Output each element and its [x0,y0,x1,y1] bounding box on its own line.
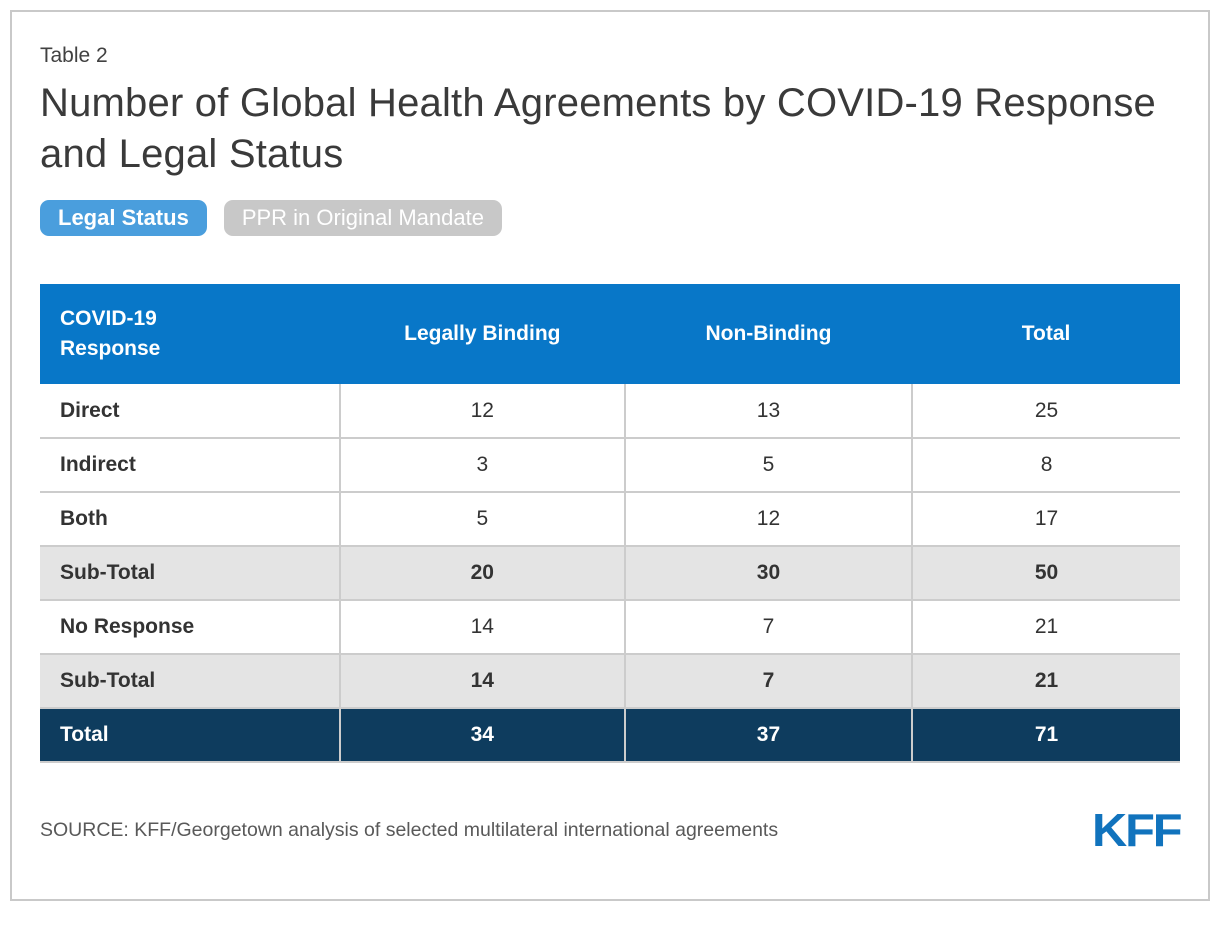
cell-value: 12 [338,384,625,439]
cell-value: 14 [338,599,625,655]
cell-value: 5 [623,437,913,493]
table-row: No Response 14 7 21 [40,599,1180,655]
cell-value: 17 [911,491,1180,547]
cell-value: 21 [911,653,1180,709]
cell-value: 30 [623,545,913,601]
tab-bar: Legal Status PPR in Original Mandate [40,200,1180,237]
row-label: Total [40,707,340,764]
tab-legal-status[interactable]: Legal Status [40,200,207,237]
row-label: Both [40,491,340,547]
cell-value: 34 [338,707,625,764]
cell-value: 14 [338,653,625,709]
row-label: No Response [40,599,340,655]
cell-value: 5 [338,491,625,547]
row-label: Sub-Total [40,653,340,709]
cell-value: 20 [338,545,625,601]
table-row: Direct 12 13 25 [40,384,1180,439]
cell-value: 3 [338,437,625,493]
cell-value: 8 [911,437,1180,493]
table-row-subtotal: Sub-Total 14 7 21 [40,653,1180,709]
kff-logo[interactable]: KFF [1091,804,1183,857]
cell-value: 21 [911,599,1180,655]
source-note: SOURCE: KFF/Georgetown analysis of selec… [40,818,779,841]
tab-ppr-in-original-mandate[interactable]: PPR in Original Mandate [223,200,502,237]
column-header-total: Total [912,284,1180,385]
cell-value: 37 [623,707,913,764]
cell-value: 71 [911,707,1180,764]
row-label: Sub-Total [40,545,340,601]
cell-value: 50 [911,545,1180,601]
cell-value: 12 [623,491,913,547]
footer: SOURCE: KFF/Georgetown analysis of selec… [40,803,1183,857]
table-title: Number of Global Health Agreements by CO… [40,81,1156,177]
cell-value: 13 [623,384,913,439]
column-header-covid-response: COVID-19 Response [40,284,340,385]
table-number-label: Table 2 [40,44,108,67]
cell-value: 25 [911,384,1180,439]
column-header-non-binding: Non-Binding [624,284,913,385]
cell-value: 7 [623,653,913,709]
row-label: Direct [60,398,120,422]
table-card: Table 2 Number of Global Health Agreemen… [10,10,1210,901]
column-header-legally-binding: Legally Binding [339,284,625,385]
row-label: Indirect [40,437,340,493]
table-header-row: COVID-19 Response Legally Binding Non-Bi… [40,284,1180,385]
table-row: Both 5 12 17 [40,491,1180,547]
cell-value: 7 [623,599,913,655]
table-row-subtotal: Sub-Total 20 30 50 [40,545,1180,601]
data-table: COVID-19 Response Legally Binding Non-Bi… [40,284,1180,764]
table-row: Indirect 3 5 8 [40,437,1180,493]
table-row-total: Total 34 37 71 [40,707,1180,764]
